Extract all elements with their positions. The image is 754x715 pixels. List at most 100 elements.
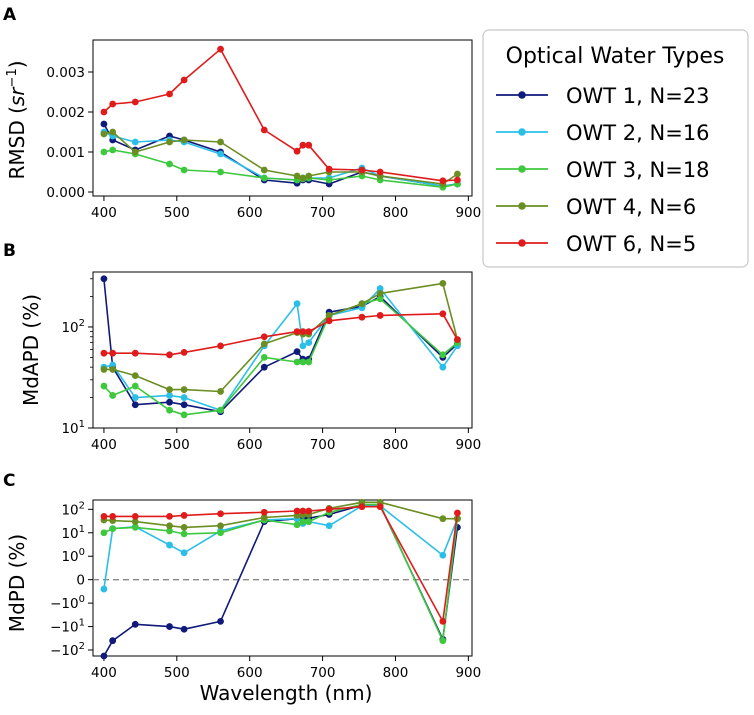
panel-c-mdpd: 400 500 600 700 800 900 102 101 100 0 −100 −101 −102 [50, 498, 481, 681]
data-point [100, 585, 108, 593]
data-point [260, 174, 268, 182]
data-point [293, 328, 301, 335]
data-point [100, 382, 108, 390]
x-tick-label: 500 [164, 665, 190, 681]
data-point [260, 340, 268, 348]
data-point [217, 342, 224, 350]
data-point [376, 295, 384, 303]
data-point [293, 348, 301, 356]
data-point [109, 392, 117, 399]
series-line-3 [103, 297, 458, 416]
x-tick-label: 800 [383, 665, 409, 681]
series-line-1 [103, 123, 458, 187]
y-tick-label: 0.001 [46, 145, 85, 161]
data-point [439, 617, 447, 625]
data-point [439, 637, 447, 645]
data-point [217, 522, 224, 530]
x-tick-label: 700 [310, 205, 336, 221]
legend-item-label: OWT 4, N=6 [566, 195, 696, 219]
data-point [180, 512, 188, 519]
x-axis-label: Wavelength (nm) [200, 681, 373, 705]
data-point [299, 141, 307, 149]
x-tick-label: 500 [164, 437, 190, 453]
series-line-4 [103, 282, 459, 393]
x-tick-label: 700 [310, 665, 336, 681]
data-point [299, 507, 307, 515]
data-point [100, 652, 108, 660]
data-point [325, 165, 333, 173]
data-point [358, 300, 366, 308]
legend-item-label: OWT 1, N=23 [566, 84, 710, 108]
data-point [358, 313, 366, 321]
data-point [325, 312, 333, 319]
data-point [131, 148, 139, 156]
data-point [439, 279, 447, 287]
legend-marker [518, 202, 526, 210]
data-point [217, 45, 224, 53]
data-point [454, 336, 461, 343]
data-point [109, 128, 117, 136]
data-point [166, 386, 173, 393]
data-point [109, 366, 117, 373]
data-point [260, 353, 268, 361]
data-point [100, 275, 108, 283]
data-point [166, 527, 173, 535]
data-point [109, 349, 117, 357]
data-point [325, 522, 333, 530]
data-point [166, 398, 173, 406]
data-point [180, 166, 188, 174]
y-tick-label: 0.003 [46, 65, 85, 81]
data-point [100, 120, 108, 128]
data-point [325, 505, 333, 513]
data-point [260, 333, 268, 341]
x-tick-label: 900 [455, 437, 481, 453]
series-line-2 [103, 505, 459, 590]
series-line-1 [103, 278, 458, 413]
data-point [305, 141, 313, 149]
data-point [100, 130, 108, 138]
panel-b-mdapd: 400 500 600 700 800 900 101 102 [61, 271, 481, 453]
y-tick-label: 0.000 [46, 185, 85, 201]
data-point [376, 285, 384, 292]
data-point [293, 147, 301, 155]
x-tick-label: 500 [164, 205, 190, 221]
data-point [299, 518, 307, 525]
panel-letter-c: C [3, 471, 15, 491]
data-point [305, 172, 313, 180]
data-point [109, 512, 117, 520]
data-point [293, 300, 301, 308]
y-tick-label: 102 [61, 318, 85, 336]
legend-marker [518, 91, 526, 99]
data-point [260, 508, 268, 516]
data-point [376, 168, 384, 176]
data-point [299, 358, 307, 366]
data-point [305, 518, 313, 525]
legend-item-label: OWT 2, N=16 [566, 121, 710, 145]
data-point [260, 363, 268, 371]
y-tick-label: −100 [50, 594, 85, 612]
data-point [217, 406, 224, 414]
legend-item-label: OWT 3, N=18 [566, 158, 710, 182]
data-point [293, 521, 301, 529]
x-tick-label: 800 [383, 205, 409, 221]
data-point [454, 509, 461, 517]
data-point [293, 358, 301, 366]
data-point [439, 351, 447, 359]
data-point [166, 541, 173, 549]
data-point [131, 401, 139, 409]
series-line-4 [103, 501, 458, 529]
legend-item-label: OWT 6, N=5 [566, 232, 696, 256]
data-point [180, 386, 188, 393]
data-point [100, 108, 108, 116]
plot-frame [92, 499, 473, 657]
data-point [454, 176, 461, 184]
data-point [305, 358, 313, 366]
data-point [166, 522, 173, 530]
x-tick-label: 400 [91, 665, 117, 681]
data-point [180, 411, 188, 419]
data-point [358, 503, 366, 511]
data-point [217, 138, 224, 146]
data-point [180, 625, 188, 633]
data-point [131, 98, 139, 106]
data-point [180, 401, 188, 409]
